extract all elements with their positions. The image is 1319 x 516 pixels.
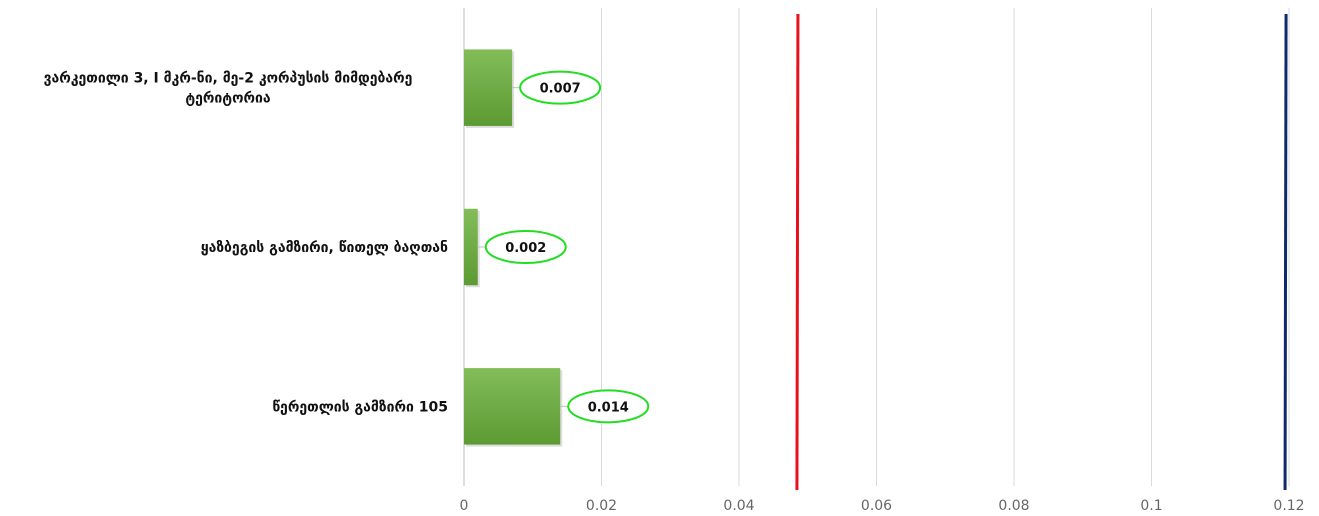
reference-line [1283, 13, 1288, 491]
category-label: წერეთლის გამზირი 105 [272, 399, 448, 415]
bar [464, 368, 561, 445]
x-tick-label: 0.08 [998, 498, 1029, 514]
gridlines [601, 8, 1290, 486]
x-tick-label: 0.06 [861, 498, 892, 514]
data-label: 0.002 [505, 241, 546, 256]
x-tick-label: 0.12 [1273, 498, 1304, 514]
x-tick-labels: 0 0.02 0.04 0.06 0.08 0.1 0.12 [460, 498, 1305, 514]
reference-lines [795, 13, 1288, 491]
bar [464, 208, 478, 286]
reference-line [795, 13, 800, 491]
category-label: ვარკეთილი 3, I მკრ-ნი, მე-2 კორპუსის მიმ… [44, 71, 413, 87]
data-label-ellipse [567, 389, 650, 424]
data-label: 0.007 [540, 82, 581, 97]
x-tick-label: 0.02 [586, 498, 617, 514]
x-tick-label: 0 [460, 498, 469, 514]
data-labels: 0.007 0.002 0.014 [477, 70, 650, 424]
bar [464, 49, 513, 126]
x-tick-label: 0.04 [723, 498, 754, 514]
data-label-ellipse [484, 230, 567, 264]
category-label: ტერიტორია [185, 91, 271, 107]
data-label-ellipse [519, 70, 602, 105]
data-label: 0.014 [588, 400, 629, 415]
bars [464, 49, 563, 447]
category-label: ყაზბეგის გამზირი, წითელ ბაღთან [201, 240, 448, 256]
x-tick-label: 0.1 [1140, 498, 1162, 514]
category-labels: ვარკეთილი 3, I მკრ-ნი, მე-2 კორპუსის მიმ… [44, 71, 448, 416]
